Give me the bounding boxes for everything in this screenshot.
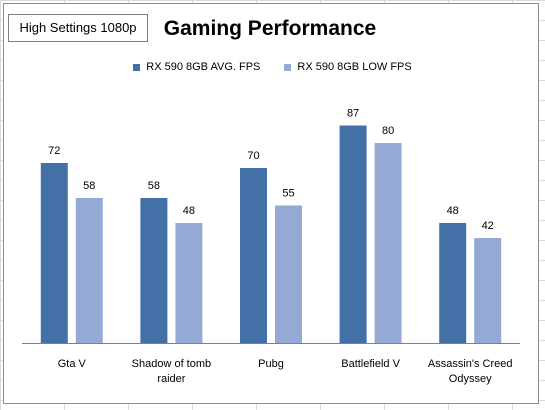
data-label-low-1: 48 xyxy=(183,205,195,217)
bar-avg-4 xyxy=(439,223,467,343)
bar-low-2 xyxy=(275,205,302,343)
bar-low-4 xyxy=(474,238,502,343)
legend-swatch-avg-fps xyxy=(133,63,141,71)
data-label-low-2: 55 xyxy=(282,188,294,200)
data-label-avg-3: 87 xyxy=(347,108,359,120)
bar-low-1 xyxy=(175,223,203,343)
category-label-3: Battlefield V xyxy=(341,358,400,370)
bar-avg-1 xyxy=(140,198,168,343)
category-label-4: Assassin's Creed Odyssey xyxy=(427,358,513,385)
bar-avg-2 xyxy=(240,168,267,343)
legend-item-avg-fps: RX 590 8GB AVG. FPS xyxy=(133,58,260,76)
bar-avg-3 xyxy=(339,125,367,343)
data-label-avg-1: 58 xyxy=(148,180,160,192)
bar-low-0 xyxy=(75,198,103,343)
category-label-2: Pubg xyxy=(258,358,284,370)
legend: RX 590 8GB AVG. FPS RX 590 8GB LOW FPS xyxy=(0,58,545,76)
chart-title: Gaming Performance xyxy=(163,17,377,40)
legend-swatch-low-fps xyxy=(284,63,292,71)
data-label-low-3: 80 xyxy=(382,125,394,137)
settings-text-box[interactable]: High Settings 1080p xyxy=(8,14,148,42)
bar-low-3 xyxy=(374,143,402,343)
data-label-low-0: 58 xyxy=(83,180,95,192)
data-label-avg-4: 48 xyxy=(447,205,459,217)
category-label-1: Shadow of tomb raider xyxy=(131,358,212,385)
legend-item-low-fps: RX 590 8GB LOW FPS xyxy=(284,58,412,76)
category-label-0: Gta V xyxy=(57,358,86,370)
data-label-low-4: 42 xyxy=(482,220,494,232)
data-label-avg-2: 70 xyxy=(247,150,259,162)
legend-label-low-fps: RX 590 8GB LOW FPS xyxy=(297,61,412,73)
bar-avg-0 xyxy=(40,163,68,343)
data-label-avg-0: 72 xyxy=(48,145,60,157)
legend-label-avg-fps: RX 590 8GB AVG. FPS xyxy=(146,61,261,73)
